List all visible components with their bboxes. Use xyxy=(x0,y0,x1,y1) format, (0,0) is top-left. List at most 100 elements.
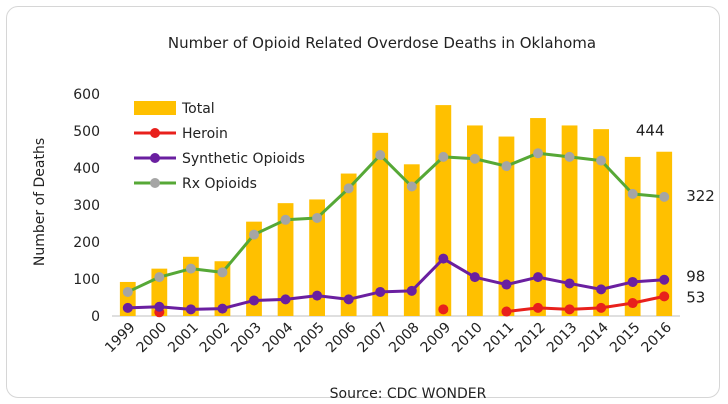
point-heroin xyxy=(438,304,449,315)
legend-marker-synthetic-opioids xyxy=(150,153,160,163)
point-synthetic-opioids xyxy=(375,286,386,297)
point-rx-opioids xyxy=(343,183,354,194)
series-line-heroin xyxy=(600,301,633,310)
point-synthetic-opioids xyxy=(596,284,607,295)
y-tick-label: 500 xyxy=(73,124,100,140)
y-axis-label: Number of Deaths xyxy=(32,138,48,266)
bar-total xyxy=(246,221,262,316)
point-synthetic-opioids xyxy=(154,301,165,312)
point-synthetic-opioids xyxy=(217,303,228,314)
bar-total xyxy=(309,199,325,316)
point-synthetic-opioids xyxy=(280,294,291,305)
point-heroin xyxy=(627,298,638,309)
bar-total xyxy=(498,136,515,316)
point-heroin xyxy=(501,306,512,317)
legend-label-heroin: Heroin xyxy=(182,126,228,142)
x-tick-label: 2016 xyxy=(639,319,676,356)
y-tick-label: 200 xyxy=(73,235,100,251)
series-line-heroin xyxy=(632,294,665,305)
series-line-rx-opioids xyxy=(127,151,665,294)
point-rx-opioids xyxy=(564,151,575,162)
legend: Total Heroin Synthetic Opioids Rx Opioids xyxy=(134,101,305,192)
point-rx-opioids xyxy=(154,272,165,283)
plot-area: 0100200300400500600199920002001200220032… xyxy=(73,87,715,356)
point-rx-opioids xyxy=(406,181,417,192)
point-rx-opioids xyxy=(659,191,670,202)
bar-total xyxy=(624,156,641,316)
point-heroin xyxy=(533,302,543,313)
x-tick-label: 1999 xyxy=(102,320,139,357)
data-label: 98 xyxy=(686,268,705,286)
y-tick-label: 100 xyxy=(73,272,100,288)
point-rx-opioids xyxy=(185,263,196,274)
point-synthetic-opioids xyxy=(122,302,133,313)
x-tick-label: 2000 xyxy=(134,320,171,357)
series-line-heroin xyxy=(506,306,539,314)
y-tick-label: 0 xyxy=(91,309,100,325)
point-rx-opioids xyxy=(438,151,449,162)
point-synthetic-opioids xyxy=(438,253,449,264)
bar-total xyxy=(656,151,673,316)
x-tick-label: 2013 xyxy=(544,320,581,357)
x-tick-label: 2014 xyxy=(575,319,612,356)
data-label: 322 xyxy=(686,187,715,205)
point-synthetic-opioids xyxy=(469,272,480,283)
x-tick-label: 2005 xyxy=(291,320,328,357)
point-synthetic-opioids xyxy=(185,304,196,315)
point-rx-opioids xyxy=(375,150,386,161)
x-tick-label: 2008 xyxy=(386,320,423,357)
point-heroin xyxy=(564,304,575,315)
point-heroin xyxy=(659,291,670,302)
legend-marker-heroin xyxy=(150,128,160,138)
y-tick-label: 400 xyxy=(73,161,100,177)
bar-total xyxy=(277,203,294,316)
point-synthetic-opioids xyxy=(312,290,323,301)
x-tick-label: 2007 xyxy=(355,320,392,357)
legend-label-rx-opioids: Rx Opioids xyxy=(182,176,257,192)
series-line-synthetic-opioids xyxy=(127,257,665,311)
point-rx-opioids xyxy=(469,153,480,164)
point-rx-opioids xyxy=(312,212,323,223)
bar-total xyxy=(561,125,578,316)
point-synthetic-opioids xyxy=(406,285,417,296)
bar-total xyxy=(340,173,357,316)
x-tick-label: 2010 xyxy=(449,320,486,357)
bar-total xyxy=(593,129,609,316)
source-label: Source: CDC WONDER xyxy=(330,386,487,402)
x-tick-label: 2009 xyxy=(418,320,455,357)
point-rx-opioids xyxy=(249,229,259,240)
x-tick-label: 2012 xyxy=(512,320,549,357)
point-synthetic-opioids xyxy=(501,279,512,290)
x-tick-label: 2004 xyxy=(260,319,297,356)
series-line-heroin xyxy=(569,306,602,311)
point-synthetic-opioids xyxy=(533,272,543,283)
point-rx-opioids xyxy=(122,286,133,297)
x-tick-label: 2003 xyxy=(228,320,265,357)
point-rx-opioids xyxy=(501,161,512,172)
legend-marker-rx-opioids xyxy=(150,178,160,188)
point-synthetic-opioids xyxy=(343,294,354,305)
point-rx-opioids xyxy=(627,188,638,199)
point-rx-opioids xyxy=(217,267,228,278)
x-tick-label: 2002 xyxy=(197,320,234,357)
x-tick-label: 2006 xyxy=(323,319,360,356)
chart-title: Number of Opioid Related Overdose Deaths… xyxy=(168,34,596,52)
y-tick-label: 300 xyxy=(73,198,100,214)
legend-swatch-total xyxy=(134,101,176,115)
x-tick-label: 2011 xyxy=(481,320,518,357)
bar-total xyxy=(435,105,452,316)
point-rx-opioids xyxy=(596,155,607,166)
point-heroin xyxy=(596,302,607,313)
point-synthetic-opioids xyxy=(249,295,259,306)
legend-label-synthetic-opioids: Synthetic Opioids xyxy=(182,151,305,167)
point-synthetic-opioids xyxy=(659,274,670,285)
point-rx-opioids xyxy=(280,214,291,225)
data-label: 444 xyxy=(636,122,665,140)
bar-total xyxy=(372,132,389,316)
bar-total xyxy=(403,164,420,316)
x-tick-label: 2015 xyxy=(607,320,644,357)
point-rx-opioids xyxy=(533,148,543,159)
point-synthetic-opioids xyxy=(627,276,638,287)
x-tick-label: 2001 xyxy=(165,320,202,357)
